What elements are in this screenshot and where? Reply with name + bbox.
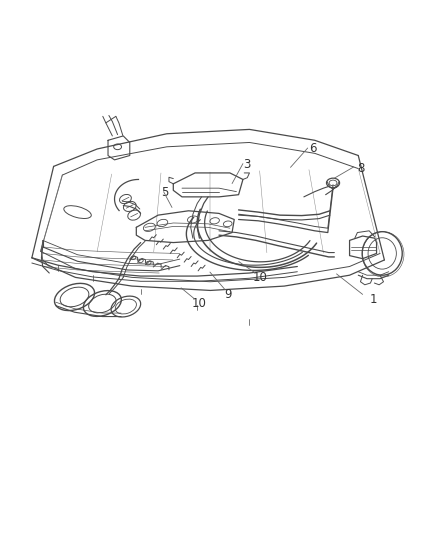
Text: 9: 9: [224, 288, 231, 301]
Text: 8: 8: [357, 162, 364, 175]
Text: 1: 1: [370, 293, 377, 305]
Text: 5: 5: [161, 186, 168, 199]
Text: 10: 10: [192, 297, 207, 310]
Text: 10: 10: [253, 271, 268, 284]
Text: 3: 3: [244, 158, 251, 171]
Text: 6: 6: [309, 142, 316, 156]
